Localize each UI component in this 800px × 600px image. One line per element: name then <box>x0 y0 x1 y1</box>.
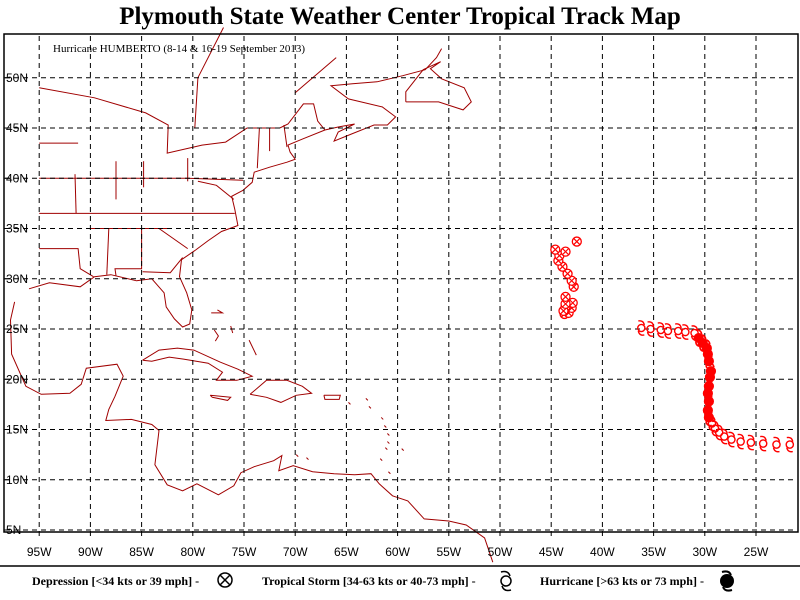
lon-label: 70W <box>283 545 308 559</box>
track-point-depression <box>571 236 582 247</box>
depression-icon <box>217 572 233 588</box>
coastline <box>142 347 254 381</box>
track-point-tropical-storm <box>646 321 655 337</box>
coastline <box>211 309 225 314</box>
storm-track <box>550 236 795 453</box>
coastline <box>405 61 472 111</box>
track-point-depression <box>550 244 561 255</box>
lon-label: 95W <box>27 545 52 559</box>
map-frame <box>0 33 800 567</box>
island <box>401 448 405 451</box>
track-point-tropical-storm <box>772 436 781 453</box>
latitude-labels: 50N 45N 40N 35N 30N 25N 20N 15N 10N 5N <box>4 71 28 537</box>
coastline <box>323 394 341 400</box>
political-border <box>106 228 110 275</box>
lat-label: 20N <box>6 372 28 386</box>
island <box>368 406 372 409</box>
track-point-depression <box>562 268 573 279</box>
lon-label: 75W <box>232 545 257 559</box>
coastline <box>213 329 219 342</box>
island <box>384 447 388 450</box>
political-border <box>197 180 235 200</box>
coastline <box>209 394 232 401</box>
political-border <box>39 248 94 278</box>
legend-hurricane-label: Hurricane [>63 kts or 73 mph] - <box>540 574 704 588</box>
track-point-tropical-storm <box>637 320 646 336</box>
political-border <box>74 174 77 214</box>
lat-label: 10N <box>6 473 28 487</box>
political-border <box>158 228 188 250</box>
island <box>306 457 309 460</box>
political-border <box>294 57 337 94</box>
hurricane-icon <box>720 570 734 592</box>
island <box>383 425 387 428</box>
track-point-tropical-storm <box>736 433 745 450</box>
lat-label: 15N <box>6 423 28 437</box>
lat-label: 40N <box>6 171 28 185</box>
lat-label: 35N <box>6 222 28 236</box>
lon-label: 50W <box>488 545 513 559</box>
island <box>348 402 351 405</box>
lon-label: 45W <box>539 545 564 559</box>
lon-label: 65W <box>334 545 359 559</box>
lon-label: 35W <box>641 545 666 559</box>
political-border <box>256 127 260 169</box>
lon-label: 90W <box>78 545 103 559</box>
track-point-tropical-storm <box>673 323 683 339</box>
lon-label: 40W <box>590 545 615 559</box>
political-border <box>142 257 183 274</box>
track-point-depression <box>560 246 571 257</box>
track-point-tropical-storm <box>758 435 768 452</box>
lon-label: 30W <box>692 545 717 559</box>
lat-label: 5N <box>6 523 21 537</box>
page-title: Plymouth State Weather Center Tropical T… <box>119 3 681 30</box>
island <box>295 454 299 457</box>
legend: Depression [<34 kts or 39 mph] - Tropica… <box>0 566 800 600</box>
lat-label: 30N <box>6 272 28 286</box>
track-point-depression <box>560 298 571 310</box>
political-border <box>114 228 143 276</box>
island <box>379 458 383 461</box>
political-border <box>283 124 288 148</box>
graticule <box>5 36 797 531</box>
political-border <box>39 87 326 154</box>
island <box>365 397 369 401</box>
lat-label: 45N <box>6 121 28 135</box>
track-point-tropical-storm <box>710 420 720 437</box>
coastline <box>248 339 257 356</box>
legend-tropical-storm-label: Tropical Storm [34-63 kts or 40-73 mph] … <box>262 574 476 588</box>
island <box>387 441 390 444</box>
track-point-tropical-storm <box>727 431 736 448</box>
lat-label: 25N <box>6 322 28 336</box>
island <box>388 471 391 475</box>
legend-depression-label: Depression [<34 kts or 39 mph] - <box>32 574 200 588</box>
coastline <box>9 301 494 563</box>
lon-label: 85W <box>129 545 154 559</box>
storm-label: Hurricane HUMBERTO (8-14 & 16-19 Septemb… <box>53 43 305 55</box>
longitude-labels: 95W 90W 85W 80W 75W 70W 65W 60W 55W 50W 45W 40W 35W 3… <box>27 531 769 559</box>
lon-label: 80W <box>180 545 205 559</box>
island <box>387 433 390 436</box>
track-point-tropical-storm <box>690 325 699 341</box>
track-point-tropical-storm <box>785 436 795 453</box>
track-point-depression <box>560 291 571 302</box>
coastline <box>249 379 313 403</box>
tropical-storm-icon <box>500 570 512 592</box>
track-point-tropical-storm <box>656 322 666 338</box>
coastline <box>28 48 443 328</box>
lon-label: 55W <box>436 545 461 559</box>
lon-label: 60W <box>385 545 410 559</box>
lon-label: 25W <box>744 545 769 559</box>
island <box>380 417 384 420</box>
track-point-tropical-storm <box>746 434 756 451</box>
lat-label: 50N <box>6 71 28 85</box>
